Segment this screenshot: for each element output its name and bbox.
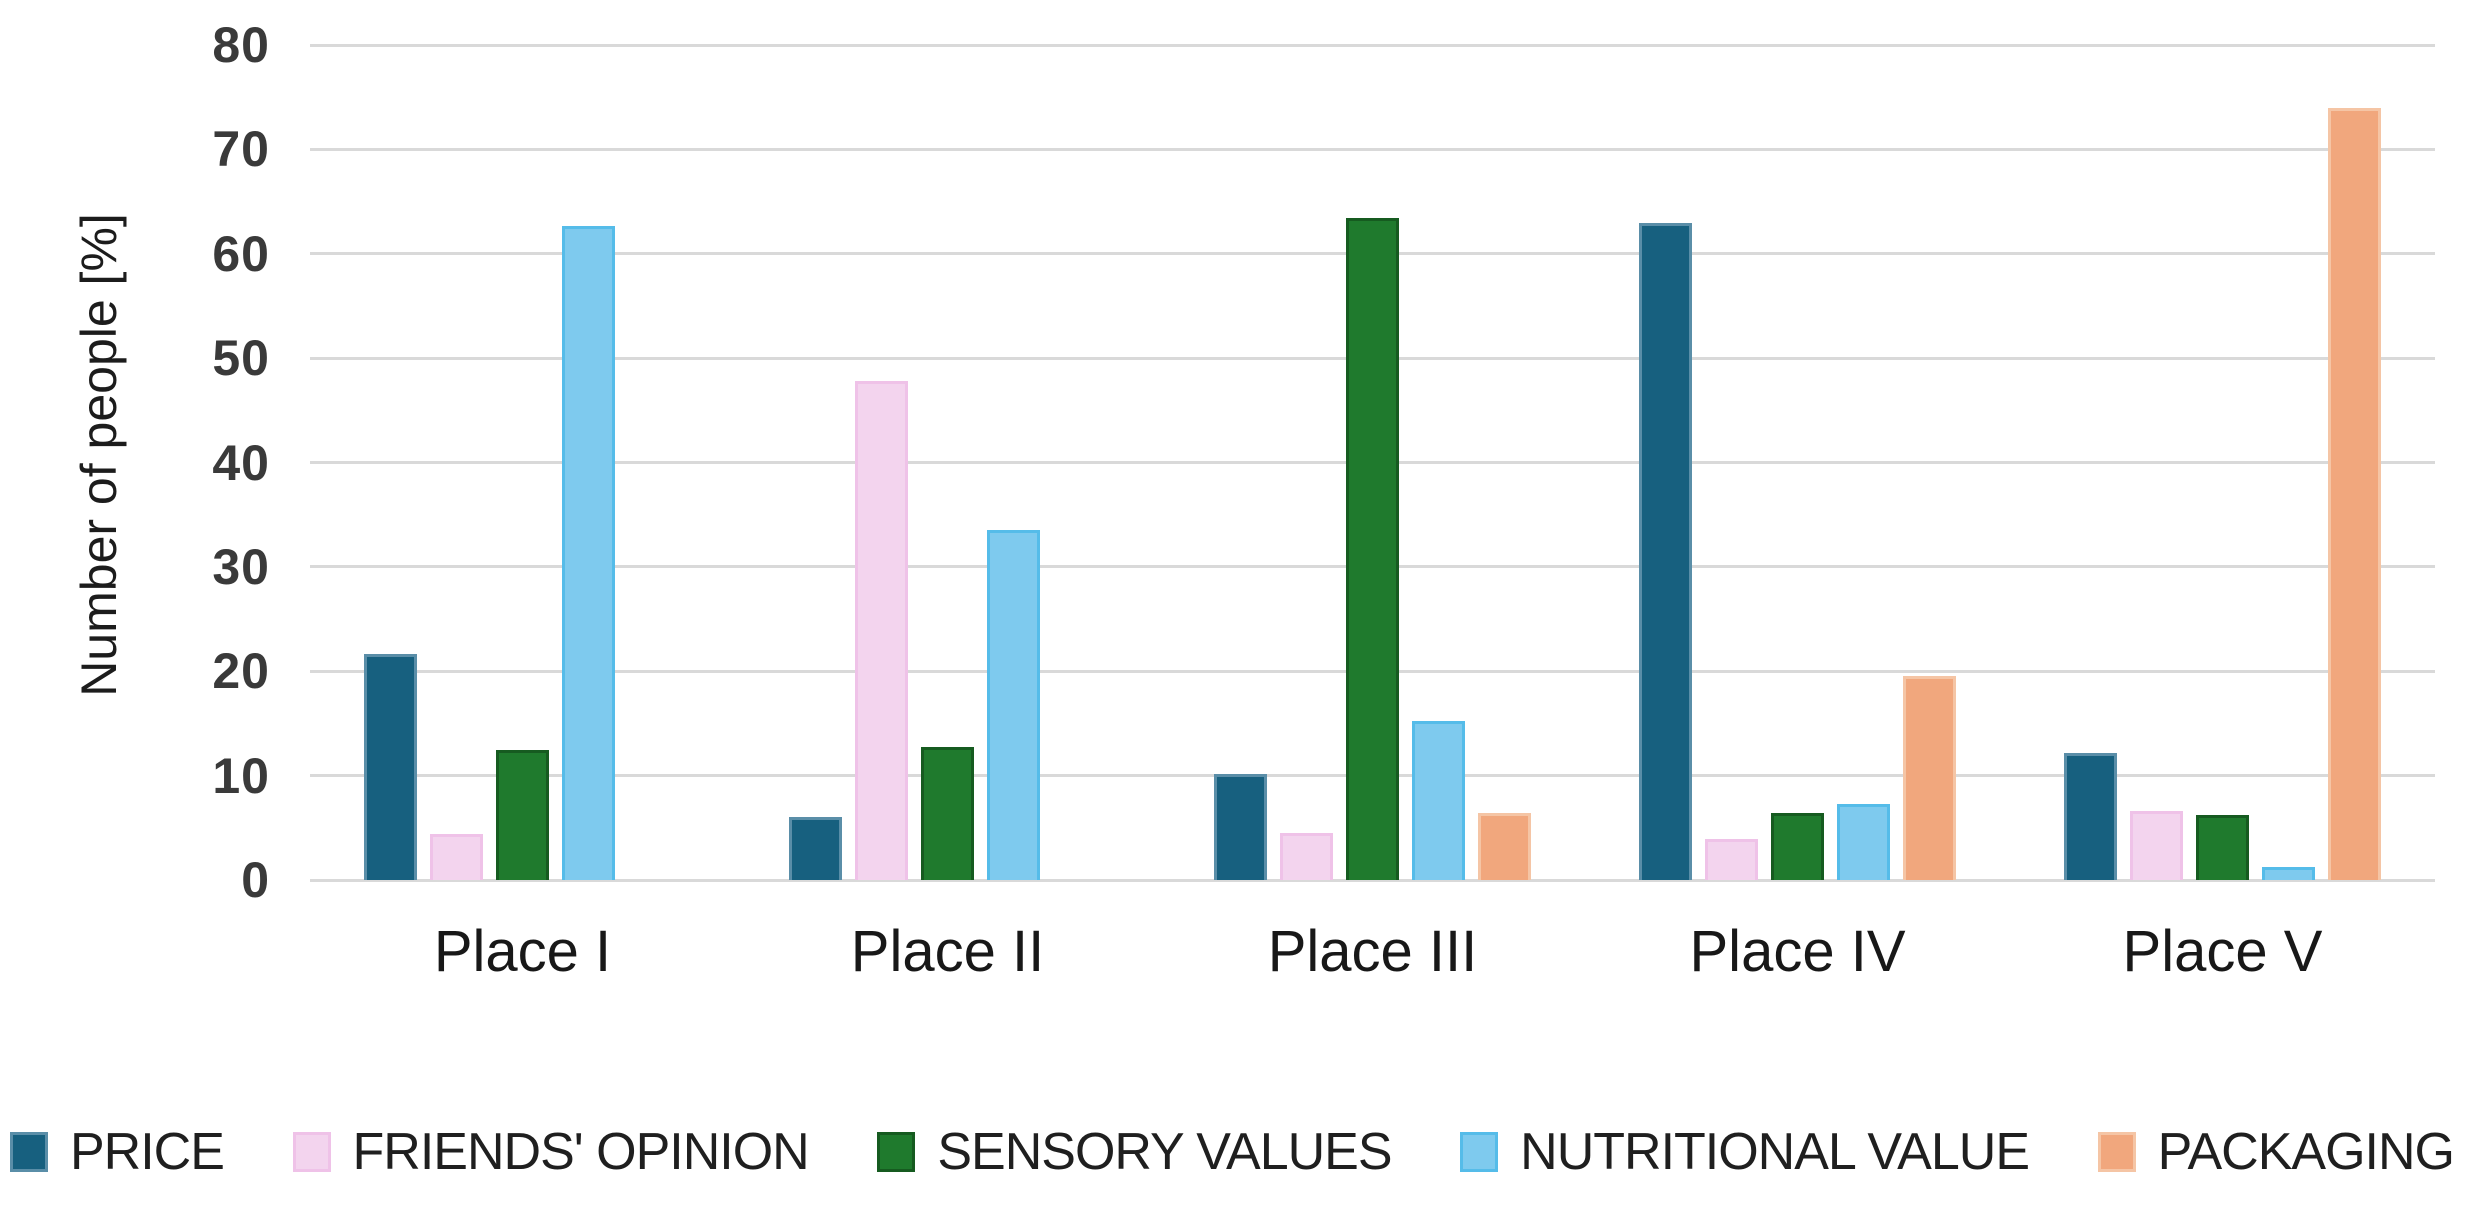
bar-packaging-place-iii — [1478, 813, 1531, 880]
bar-sensory-values-place-iii — [1346, 218, 1399, 880]
bar-friends-opinion-place-v — [2130, 811, 2183, 880]
y-tick-label-30: 30 — [212, 538, 270, 595]
gridline-70 — [310, 147, 2435, 151]
gridline-0 — [310, 878, 2435, 882]
gridline-80 — [310, 43, 2435, 47]
legend-swatch-packaging — [2097, 1132, 2136, 1172]
bar-friends-opinion-place-iii — [1280, 833, 1333, 880]
legend-swatch-sensory-values — [877, 1132, 916, 1172]
legend-label-sensory-values: SENSORY VALUES — [937, 1123, 1392, 1181]
y-tick-label-0: 0 — [241, 852, 270, 908]
y-tick-label-20: 20 — [212, 643, 270, 700]
x-tick-label-place-v: Place V — [2122, 919, 2323, 984]
x-tick-label-place-ii: Place II — [850, 919, 1045, 984]
bar-price-place-ii — [789, 817, 842, 880]
legend: PRICE FRIENDS' OPINION SENSORY VALUES NUTRI… — [10, 1106, 2455, 1198]
legend-item-packaging: PACKAGING — [2097, 1122, 2455, 1182]
bar-sensory-values-place-i — [496, 749, 549, 880]
legend-item-nutritional-value: NUTRITIONAL VALUE — [1460, 1122, 2030, 1182]
x-tick-label-place-i: Place I — [433, 919, 612, 984]
y-tick-label-60: 60 — [212, 225, 270, 282]
y-tick-label-70: 70 — [212, 121, 270, 178]
legend-label-friends-opinion: FRIENDS' OPINION — [352, 1123, 810, 1181]
bar-sensory-values-place-ii — [921, 747, 974, 880]
y-tick-label-50: 50 — [212, 330, 270, 387]
legend-swatch-friends-opinion — [292, 1132, 331, 1172]
bar-nutritional-value-place-v — [2262, 867, 2315, 880]
bar-friends-opinion-place-iv — [1705, 839, 1758, 880]
bar-nutritional-value-place-iii — [1412, 721, 1465, 880]
legend-label-nutritional-value: NUTRITIONAL VALUE — [1520, 1123, 2030, 1181]
plot-area — [310, 43, 2435, 882]
x-tick-label-place-iv: Place IV — [1689, 919, 1906, 984]
bar-price-place-iii — [1214, 773, 1267, 880]
bar-friends-opinion-place-i — [430, 834, 483, 880]
bar-price-place-v — [2064, 752, 2117, 880]
legend-item-sensory-values: SENSORY VALUES — [877, 1122, 1393, 1182]
bar-sensory-values-place-v — [2196, 815, 2249, 880]
bar-friends-opinion-place-ii — [855, 381, 908, 880]
bar-price-place-iv — [1639, 223, 1692, 880]
bar-packaging-place-iv — [1903, 676, 1956, 880]
y-tick-label-80: 80 — [212, 17, 270, 73]
x-tick-label-place-iii: Place III — [1267, 919, 1478, 984]
legend-swatch-price — [10, 1132, 48, 1172]
bar-nutritional-value-place-ii — [987, 530, 1040, 880]
legend-item-friends-opinion: FRIENDS' OPINION — [292, 1122, 810, 1182]
legend-item-price: PRICE — [10, 1122, 225, 1182]
y-tick-label-40: 40 — [212, 434, 270, 491]
legend-label-packaging: PACKAGING — [2157, 1123, 2455, 1181]
bar-packaging-place-v — [2328, 107, 2381, 880]
y-tick-label-10: 10 — [212, 747, 270, 804]
legend-swatch-nutritional-value — [1460, 1132, 1499, 1172]
bar-sensory-values-place-iv — [1771, 813, 1824, 880]
bar-price-place-i — [364, 653, 417, 880]
bar-nutritional-value-place-i — [562, 225, 615, 880]
legend-label-price: PRICE — [70, 1123, 225, 1181]
bar-nutritional-value-place-iv — [1837, 803, 1890, 880]
